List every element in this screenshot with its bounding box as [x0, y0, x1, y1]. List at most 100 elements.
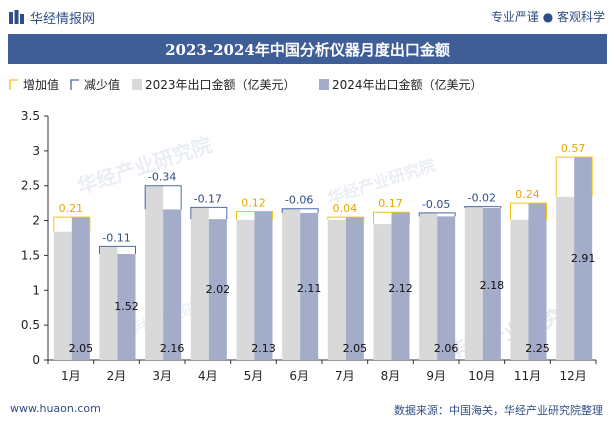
bar-2024 — [208, 219, 227, 360]
value-label: 2.18 — [480, 279, 505, 292]
change-label: -0.17 — [194, 192, 222, 205]
change-label: -0.05 — [422, 198, 450, 211]
change-label: 0.12 — [241, 197, 266, 210]
value-label: 2.12 — [388, 282, 413, 295]
watermark-text: 华经产业研究院 — [74, 133, 215, 199]
y-tick-label: 0 — [32, 353, 40, 367]
bar-2023 — [556, 196, 575, 360]
bar-2023 — [99, 246, 118, 360]
value-label: 2.02 — [206, 283, 231, 296]
brand-name: 华经情报网 — [30, 12, 96, 27]
bar-2023 — [419, 212, 438, 360]
decrease-bracket — [99, 245, 136, 255]
x-tick-label: 7月 — [335, 369, 355, 383]
tagline: 专业严谨 ● 客观科学 — [490, 10, 605, 24]
top-bar: 华经情报网 专业严谨 ● 客观科学 — [0, 0, 615, 34]
change-label: -0.06 — [285, 194, 313, 207]
change-label: 0.21 — [59, 202, 84, 215]
x-tick-label: 4月 — [198, 369, 218, 383]
legend-label: 增加值 — [23, 77, 59, 92]
increase-bracket — [236, 211, 273, 220]
x-tick-label: 1月 — [61, 369, 81, 383]
website-link[interactable]: www.huaon.com — [10, 402, 101, 415]
x-tick-label: 3月 — [152, 369, 172, 383]
bar-2024 — [254, 211, 273, 360]
chart-title: 2023-2024年中国分析仪器月度出口金额 — [165, 41, 450, 59]
title-bar: 2023-2024年中国分析仪器月度出口金额 — [8, 34, 607, 64]
x-tick-label: 11月 — [514, 369, 541, 383]
axes: 00.511.522.533.51月 2月 3月 4月 5月 6月 7月 8月 9月 10月 11月… — [21, 109, 597, 383]
change-label: -0.34 — [148, 171, 176, 184]
x-tick-label: 6月 — [289, 369, 309, 383]
chart: 增加值 减少值 2023年出口金额（亿美元） 2024年出口金额（亿美元） 华经产业研… — [9, 77, 597, 383]
y-tick-label: 3 — [32, 144, 40, 158]
change-label: 0.57 — [561, 142, 586, 155]
change-label: -0.02 — [468, 192, 496, 205]
increase-bracket — [373, 211, 410, 225]
change-label: 0.24 — [515, 188, 540, 201]
decrease-bracket — [464, 206, 502, 209]
x-tick-label: 5月 — [244, 369, 264, 383]
bar-2024 — [391, 212, 410, 360]
decrease-bracket — [190, 206, 228, 220]
increase-bracket — [53, 216, 91, 232]
y-tick-label: 2 — [32, 214, 40, 228]
legend-swatch-2024 — [319, 79, 329, 90]
value-label: 2.11 — [297, 282, 322, 295]
y-tick-label: 0.5 — [21, 318, 40, 332]
value-label: 2.25 — [525, 342, 550, 355]
x-tick-label: 2月 — [107, 369, 127, 383]
bar-2024 — [300, 212, 319, 360]
logo-icon — [9, 10, 24, 24]
bar-2023 — [327, 219, 346, 360]
increase-bracket — [510, 202, 547, 220]
increase-bracket — [555, 156, 593, 197]
bar-2023 — [236, 219, 255, 360]
labels: 0.21 2.05 -0.11 1.52 -0.34 2.16 -0.17 2.02 0.12 2… — [59, 142, 596, 355]
decrease-bracket — [418, 212, 456, 217]
value-label: 1.52 — [114, 300, 139, 313]
x-tick-label: 10月 — [468, 369, 495, 383]
change-label: -0.11 — [102, 231, 130, 244]
bar-2024 — [574, 157, 593, 360]
y-tick-label: 2.5 — [21, 179, 40, 193]
value-label: 2.06 — [434, 342, 459, 355]
legend: 增加值 减少值 2023年出口金额（亿美元） 2024年出口金额（亿美元） — [9, 77, 483, 92]
legend-swatch-decrease — [70, 79, 79, 90]
bar-2023 — [510, 219, 529, 360]
bar-2023 — [53, 231, 72, 360]
bar-2023 — [282, 208, 301, 360]
bar-2023 — [190, 207, 209, 360]
bar-2024 — [117, 254, 136, 360]
legend-swatch-2023 — [132, 79, 142, 90]
bar-2023 — [464, 206, 483, 360]
value-label: 2.91 — [571, 252, 596, 265]
bar-2024 — [345, 217, 364, 360]
change-label: 0.17 — [378, 197, 403, 210]
legend-swatch-increase — [9, 79, 18, 90]
value-label: 2.13 — [251, 342, 276, 355]
bar-2024 — [437, 216, 456, 360]
y-tick-label: 1.5 — [21, 248, 40, 262]
value-label: 2.05 — [343, 342, 368, 355]
x-tick-label: 8月 — [381, 369, 401, 383]
bars — [53, 156, 593, 360]
bar-2024 — [163, 209, 182, 360]
bar-2024 — [71, 217, 90, 360]
change-label: 0.04 — [333, 202, 358, 215]
value-label: 2.05 — [69, 342, 94, 355]
decrease-bracket — [281, 208, 319, 213]
legend-label: 2024年出口金额（亿美元） — [332, 77, 483, 92]
value-label: 2.16 — [160, 342, 185, 355]
x-tick-label: 12月 — [560, 369, 587, 383]
legend-label: 2023年出口金额（亿美元） — [145, 77, 296, 92]
bar-2024 — [482, 208, 501, 360]
bar-2023 — [145, 185, 164, 360]
bar-2024 — [528, 203, 547, 360]
y-tick-label: 3.5 — [21, 109, 40, 123]
y-tick-label: 1 — [32, 283, 40, 297]
data-source: 数据来源：中国海关，华经产业研究院整理 — [394, 404, 603, 417]
legend-label: 减少值 — [84, 77, 120, 92]
x-tick-label: 9月 — [426, 369, 446, 383]
increase-bracket — [327, 216, 365, 220]
